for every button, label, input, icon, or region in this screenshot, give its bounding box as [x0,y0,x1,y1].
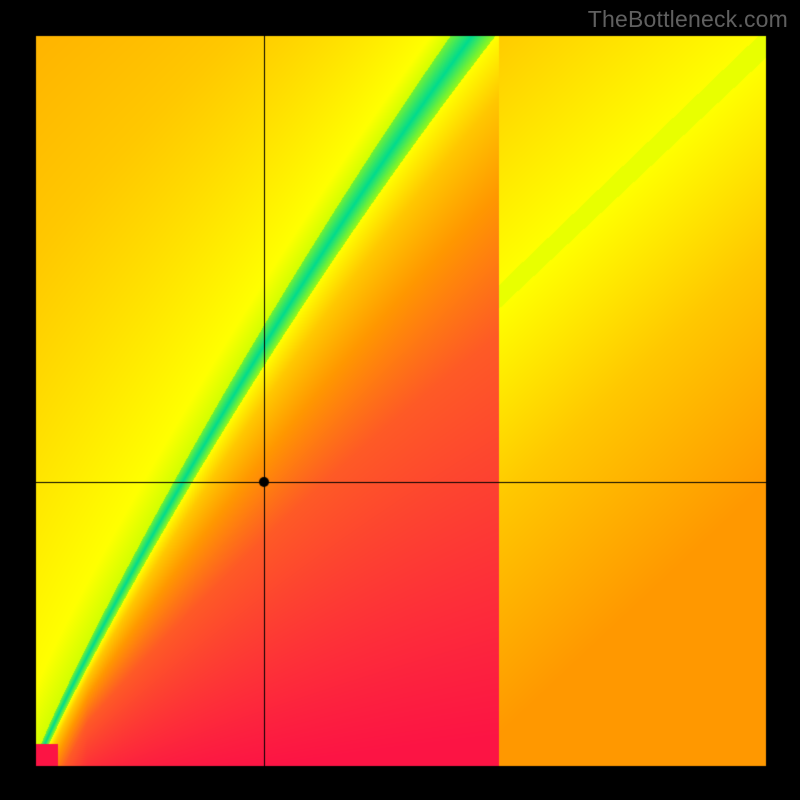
root-container: TheBottleneck.com [0,0,800,800]
heatmap-canvas [0,0,800,800]
watermark-text: TheBottleneck.com [588,6,788,33]
